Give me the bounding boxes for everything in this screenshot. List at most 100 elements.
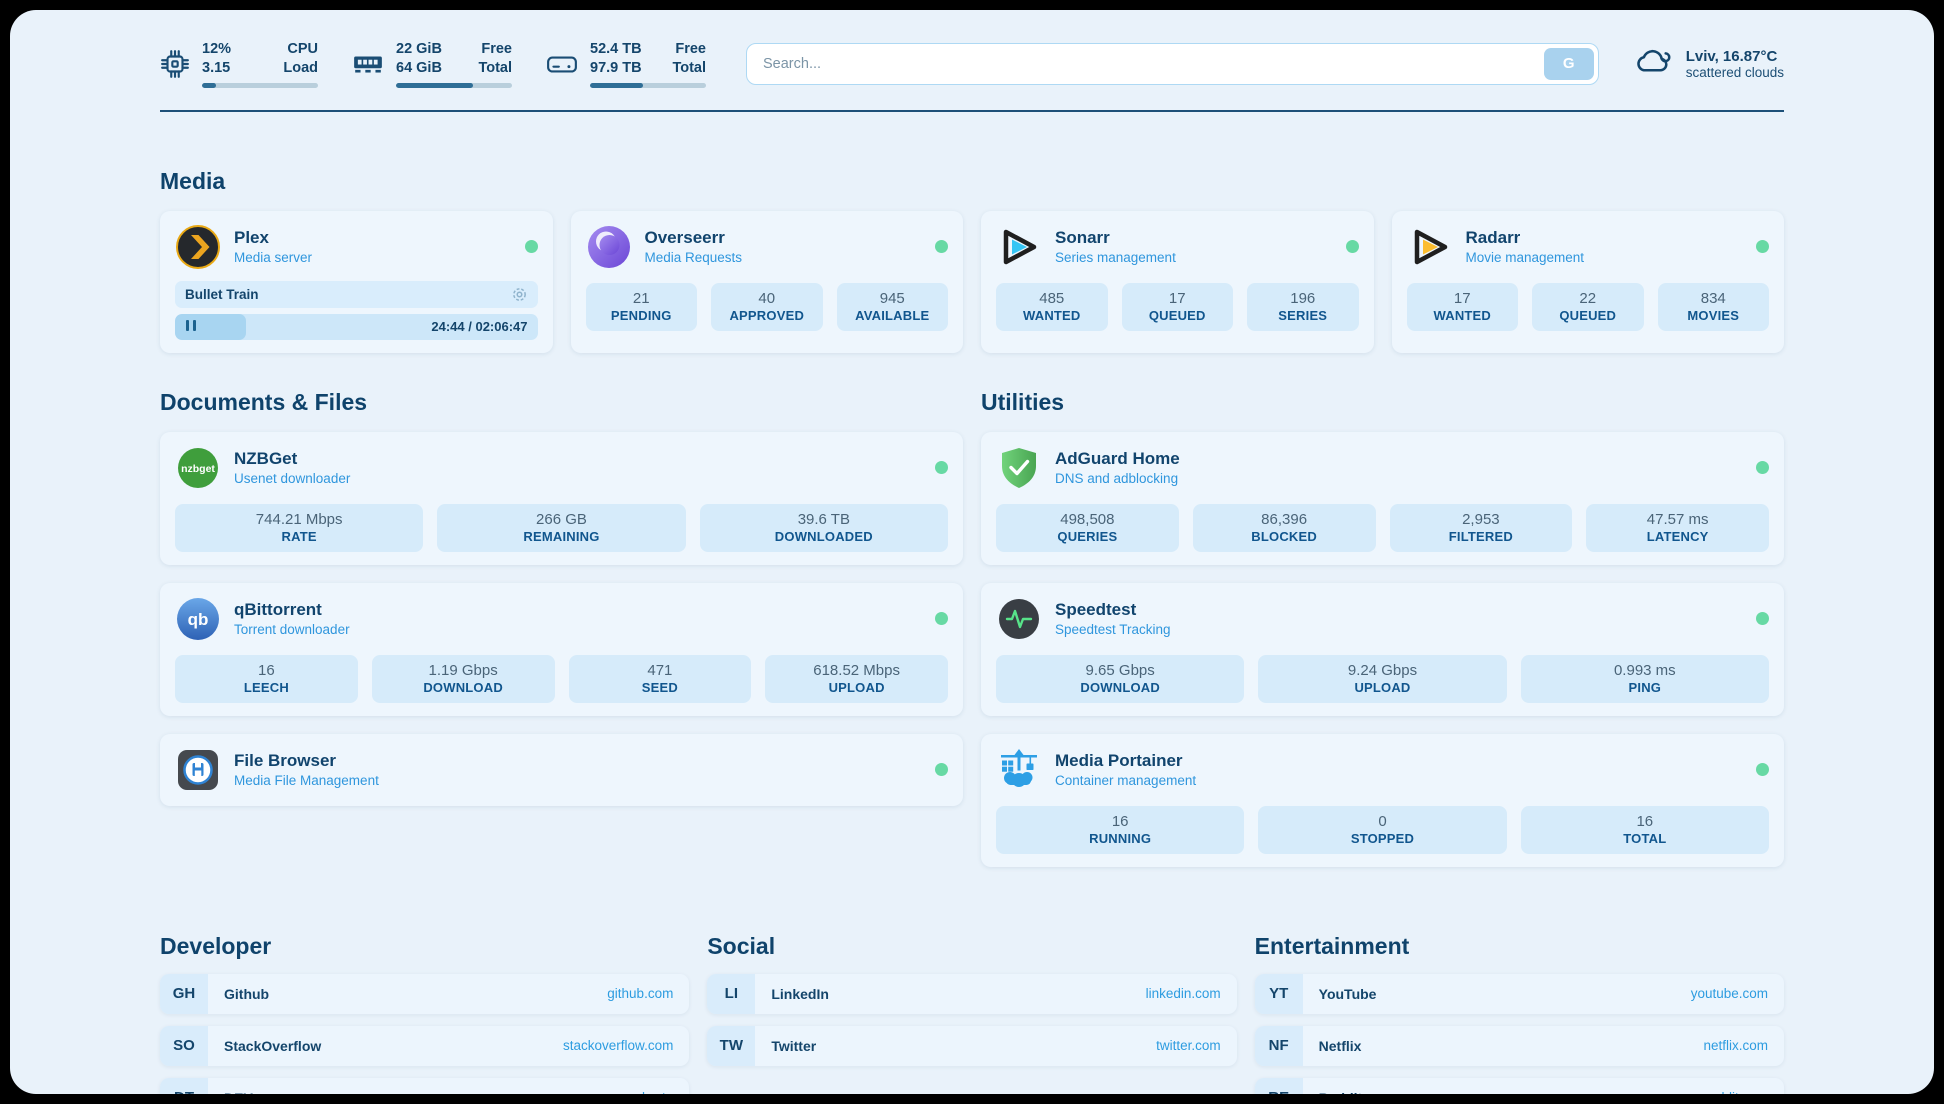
- ram-progress-bar: [396, 82, 512, 88]
- bookmark-dev[interactable]: DT DEV dev.to: [160, 1077, 690, 1094]
- qbittorrent-icon: qb: [175, 596, 221, 642]
- status-dot: [1756, 763, 1769, 777]
- app-card-filebrowser[interactable]: File Browser Media File Management: [160, 733, 963, 806]
- stat-remaining: 266 GB REMAINING: [437, 503, 686, 552]
- documents-column: Documents & Files nzbget NZBGet Usenet d…: [160, 389, 963, 867]
- search-engine-button[interactable]: G: [1543, 47, 1594, 80]
- ram-free-label: Free: [481, 41, 512, 57]
- bookmark-url: linkedin.com: [1145, 986, 1221, 1002]
- bookmark-linkedin[interactable]: LI LinkedIn linkedin.com: [707, 973, 1237, 1014]
- disk-total-value: 97.9 TB: [590, 59, 642, 76]
- app-card-qbittorrent[interactable]: qb qBittorrent Torrent downloader 16 LEEC…: [160, 582, 963, 716]
- weather-condition: scattered clouds: [1685, 64, 1784, 80]
- stat-queries: 498,508 QUERIES: [996, 503, 1179, 552]
- bookmark-url: twitter.com: [1156, 1038, 1221, 1054]
- app-card-portainer[interactable]: Media Portainer Container management 16 R…: [981, 733, 1784, 867]
- cloud-icon: [1633, 46, 1673, 81]
- pause-icon: [186, 318, 197, 336]
- status-dot: [935, 461, 948, 475]
- settings-icon[interactable]: [511, 286, 528, 303]
- app-description: Movie management: [1465, 249, 1585, 265]
- bookmark-name: Reddit: [1319, 1090, 1363, 1094]
- bookmark-netflix[interactable]: NF Netflix netflix.com: [1254, 1025, 1784, 1066]
- stat-download: 1.19 Gbps DOWNLOAD: [371, 654, 555, 703]
- app-card-adguard[interactable]: AdGuard Home DNS and adblocking 498,508 Q…: [981, 431, 1784, 565]
- ram-widget: 22 GiB 64 GiB Free Total: [352, 40, 512, 88]
- stat-available: 945 AVAILABLE: [836, 282, 948, 331]
- app-name: Overseerr: [644, 228, 725, 248]
- app-description: Container management: [1055, 772, 1197, 788]
- radarr-icon: [1407, 224, 1453, 270]
- stat-ping: 0.993 ms PING: [1520, 654, 1769, 703]
- app-description: DNS and adblocking: [1055, 470, 1179, 486]
- app-description: Torrent downloader: [234, 621, 350, 637]
- app-card-radarr[interactable]: Radarr Movie management 17 WANTED 22 QUEUE…: [1391, 210, 1784, 353]
- stat-rate: 744.21 Mbps RATE: [175, 503, 424, 552]
- bookmark-url: github.com: [607, 986, 674, 1002]
- search-input[interactable]: [746, 42, 1599, 85]
- cpu-widget: 12% 3.15 CPU Load: [160, 40, 318, 88]
- section-title-social: Social: [707, 932, 776, 959]
- bookmark-twitter[interactable]: TW Twitter twitter.com: [707, 1025, 1237, 1066]
- cpu-label: CPU: [287, 41, 318, 57]
- stat-upload: 618.52 Mbps UPLOAD: [765, 654, 948, 703]
- cpu-load-value: 3.15: [202, 59, 231, 76]
- stat-filtered: 2,953 FILTERED: [1389, 503, 1573, 552]
- bookmark-youtube[interactable]: YT YouTube youtube.com: [1254, 973, 1784, 1014]
- topbar-divider: [160, 109, 1784, 112]
- bookmark-name: DEV: [224, 1090, 253, 1094]
- portainer-icon: [996, 747, 1042, 793]
- section-title-developer: Developer: [160, 932, 272, 959]
- stat-wanted: 17 WANTED: [1406, 282, 1518, 331]
- section-title-entertainment: Entertainment: [1254, 932, 1410, 959]
- section-title-documents: Documents & Files: [160, 388, 368, 415]
- app-name: Speedtest: [1055, 600, 1137, 620]
- app-card-nzbget[interactable]: nzbget NZBGet Usenet downloader 744.21 M…: [160, 431, 963, 565]
- nzbget-icon: nzbget: [175, 445, 221, 491]
- app-name: NZBGet: [234, 449, 298, 469]
- cpu-progress-bar: [202, 82, 318, 88]
- bookmark-url: dev.to: [638, 1090, 674, 1094]
- now-playing-progress-bar: 24:44 / 02:06:47: [175, 313, 538, 340]
- app-description: Series management: [1055, 249, 1176, 265]
- cpu-usage-value: 12%: [202, 41, 232, 57]
- sonarr-icon: [996, 224, 1042, 270]
- bookmark-name: Github: [224, 985, 270, 1002]
- stat-latency: 47.57 ms LATENCY: [1586, 503, 1769, 552]
- disk-icon: [546, 52, 578, 76]
- bookmark-abbr: DT: [160, 1077, 208, 1094]
- stat-approved: 40 APPROVED: [711, 282, 823, 331]
- media-grid: Plex Media server Bullet Train 24:44 / 0…: [160, 210, 1784, 353]
- bookmark-name: Twitter: [771, 1037, 817, 1054]
- bookmark-name: StackOverflow: [224, 1037, 322, 1054]
- app-card-sonarr[interactable]: Sonarr Series management 485 WANTED 17 QUE…: [981, 210, 1374, 353]
- bookmark-stackoverflow[interactable]: SO StackOverflow stackoverflow.com: [160, 1025, 690, 1066]
- bookmark-name: LinkedIn: [771, 985, 829, 1002]
- now-playing-progress-fill: [175, 313, 246, 340]
- app-name: qBittorrent: [234, 600, 322, 620]
- ram-total-label: Total: [478, 59, 512, 76]
- app-card-plex[interactable]: Plex Media server Bullet Train 24:44 / 0…: [160, 210, 553, 353]
- bookmark-github[interactable]: GH Github github.com: [160, 973, 690, 1014]
- disk-widget: 52.4 TB 97.9 TB Free Total: [546, 40, 706, 88]
- status-dot: [1756, 240, 1769, 254]
- adguard-icon: [996, 445, 1042, 491]
- app-card-speedtest[interactable]: Speedtest Speedtest Tracking 9.65 Gbps DO…: [981, 582, 1784, 716]
- disk-free-label: Free: [675, 41, 706, 57]
- stat-blocked: 86,396 BLOCKED: [1192, 503, 1376, 552]
- app-card-overseerr[interactable]: Overseerr Media Requests 21 PENDING 40 APP…: [570, 210, 963, 353]
- stat-movies: 834 MOVIES: [1657, 282, 1769, 331]
- app-name: Radarr: [1465, 228, 1521, 248]
- disk-total-label: Total: [672, 59, 706, 76]
- app-name: File Browser: [234, 751, 337, 771]
- bookmark-abbr: TW: [707, 1025, 756, 1066]
- svg-text:nzbget: nzbget: [181, 463, 215, 475]
- bookmark-abbr: SO: [160, 1025, 208, 1066]
- app-description: Media File Management: [234, 772, 379, 788]
- bookmark-url: netflix.com: [1703, 1038, 1768, 1054]
- app-name: AdGuard Home: [1055, 449, 1180, 469]
- entertainment-column: Entertainment YT YouTube youtube.com NF …: [1254, 932, 1784, 1094]
- ram-total-value: 64 GiB: [396, 59, 442, 76]
- bookmark-reddit[interactable]: RE Reddit reddit.com: [1254, 1077, 1784, 1094]
- status-dot: [1345, 240, 1359, 254]
